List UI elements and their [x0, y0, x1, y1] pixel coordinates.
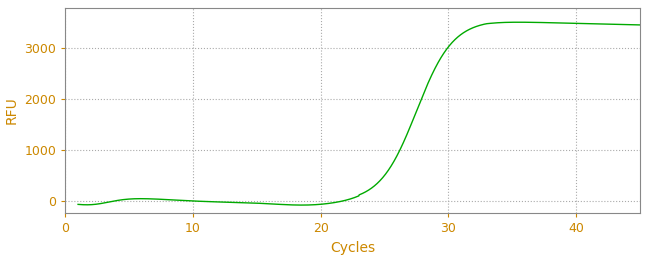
Y-axis label: RFU: RFU	[5, 97, 19, 124]
X-axis label: Cycles: Cycles	[330, 241, 375, 255]
